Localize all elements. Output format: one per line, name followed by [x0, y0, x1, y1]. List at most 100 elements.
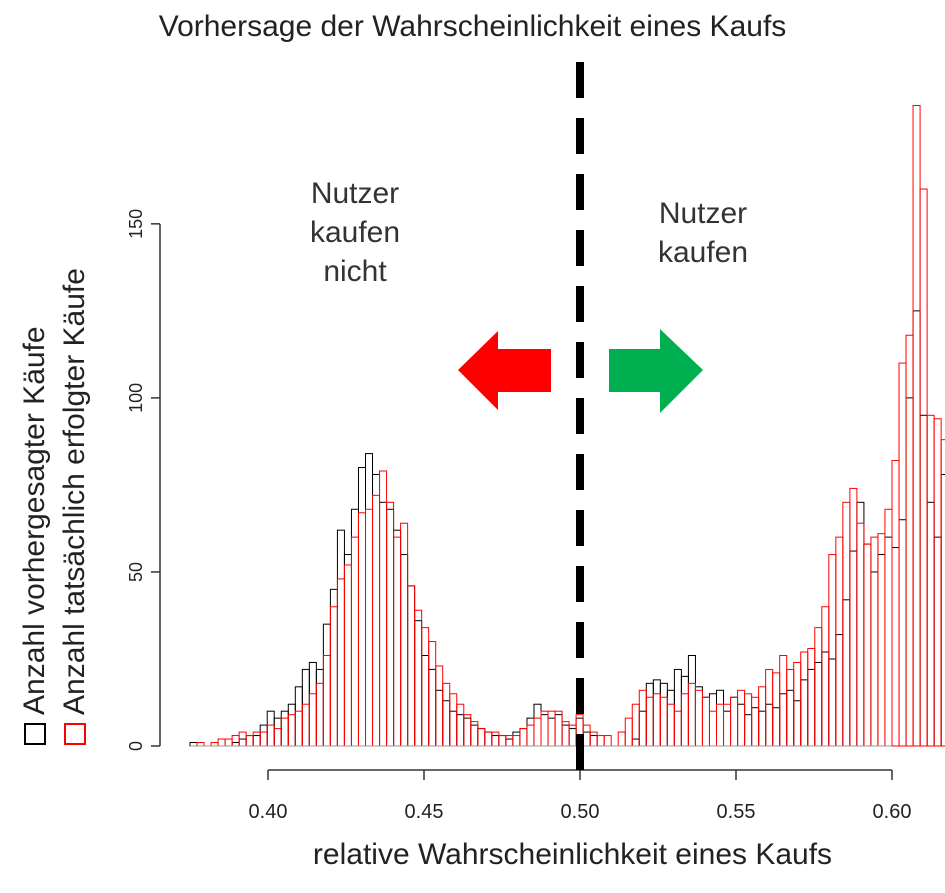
bar-actual-99: [884, 508, 893, 747]
legend-label-actual: Anzahl tatsächlich erfolgter Käufe: [58, 268, 91, 715]
bar-actual-8: [245, 735, 254, 747]
bar-predicted-12: [273, 717, 282, 747]
bar-actual-94: [849, 487, 858, 747]
bar-predicted-66: [652, 679, 661, 747]
bar-actual-48: [526, 724, 535, 747]
bar-actual-13: [280, 717, 289, 747]
bar-actual-23: [350, 536, 359, 747]
bar-actual-105: [926, 414, 935, 747]
bar-predicted-57: [589, 735, 598, 747]
bar-predicted-79: [744, 714, 753, 747]
bar-actual-64: [638, 689, 647, 747]
bar-predicted-107: [940, 473, 945, 747]
legend-label-predicted: Anzahl vorhergesagter Käufe: [18, 326, 51, 715]
annotation-right-line-1: Nutzer: [658, 197, 748, 230]
bar-predicted-103: [912, 310, 921, 747]
bar-actual-42: [484, 731, 493, 747]
bar-predicted-49: [533, 703, 542, 747]
bar-actual-50: [540, 710, 549, 747]
bar-predicted-29: [393, 529, 402, 747]
bar-predicted-16: [301, 668, 310, 747]
bar-predicted-72: [694, 686, 703, 747]
x-tick-label-1: 0.45: [405, 801, 444, 823]
bar-predicted-9: [252, 735, 261, 747]
bar-actual-98: [877, 533, 886, 747]
bar-actual-10: [259, 731, 268, 747]
red-left-arrow-icon: [458, 331, 551, 410]
bar-actual-75: [716, 703, 725, 747]
bar-actual-17: [308, 693, 317, 747]
bar-predicted-88: [807, 668, 816, 747]
bar-predicted-37: [449, 710, 458, 747]
bar-predicted-48: [526, 717, 535, 747]
bar-actual-70: [680, 693, 689, 747]
bar-actual-36: [442, 682, 451, 747]
bar-actual-27: [379, 470, 388, 747]
bar-predicted-104: [919, 414, 928, 747]
bar-predicted-102: [905, 397, 914, 747]
bar-actual-38: [456, 703, 465, 747]
bar-actual-68: [666, 703, 675, 747]
bar-predicted-92: [835, 634, 844, 747]
bar-predicted-70: [680, 675, 689, 747]
bar-predicted-38: [456, 714, 465, 747]
bar-predicted-101: [898, 519, 907, 747]
bar-predicted-63: [631, 738, 640, 747]
bar-actual-76: [723, 703, 732, 747]
bar-actual-34: [428, 641, 437, 747]
bar-predicted-32: [414, 620, 423, 747]
bar-actual-16: [301, 703, 310, 747]
bar-actual-19: [322, 654, 331, 747]
bar-predicted-21: [336, 529, 345, 747]
bar-predicted-98: [877, 554, 886, 747]
bar-actual-95: [856, 522, 865, 747]
bar-actual-12: [273, 728, 282, 747]
bar-actual-89: [814, 627, 823, 747]
bar-predicted-54: [568, 728, 577, 747]
bar-actual-61: [617, 731, 626, 747]
bar-actual-52: [554, 710, 563, 747]
y-tick-label-50: 50: [126, 562, 146, 582]
bar-actual-58: [596, 735, 605, 747]
bar-predicted-11: [266, 710, 275, 747]
bar-actual-43: [491, 731, 500, 747]
bar-actual-56: [582, 724, 591, 747]
bar-actual-6: [231, 735, 240, 747]
bar-actual-31: [407, 585, 416, 747]
bar-actual-101: [898, 362, 907, 747]
bar-actual-87: [800, 651, 809, 747]
bar-actual-69: [673, 710, 682, 747]
bar-predicted-80: [751, 707, 760, 747]
bar-predicted-45: [505, 738, 514, 747]
bar-predicted-83: [772, 707, 781, 747]
bar-predicted-30: [400, 554, 409, 747]
annotation-left-line-2: kaufen: [309, 216, 401, 249]
bar-predicted-26: [372, 473, 381, 747]
bar-predicted-95: [856, 501, 865, 747]
bar-actual-106: [933, 418, 942, 747]
bar-predicted-84: [779, 693, 788, 747]
bar-predicted-90: [821, 651, 830, 747]
bar-predicted-73: [701, 696, 710, 747]
bar-predicted-74: [708, 693, 717, 747]
bar-predicted-6: [231, 742, 240, 747]
annotation-right: Nutzer kaufen: [628, 194, 778, 272]
bar-predicted-76: [723, 710, 732, 747]
bar-predicted-67: [659, 682, 668, 747]
x-tick-label-3: 0.55: [717, 801, 756, 823]
bar-predicted-24: [357, 467, 367, 747]
bar-actual-59: [603, 735, 612, 747]
bar-actual-67: [659, 696, 668, 747]
bar-predicted-10: [259, 724, 268, 747]
bar-actual-20: [329, 606, 338, 747]
bar-actual-25: [365, 508, 374, 747]
chart-title: Vorhersage der Wahrscheinlichkeit eines …: [158, 10, 787, 43]
bar-predicted-33: [421, 654, 430, 747]
bar-predicted-0: [189, 742, 198, 747]
bar-predicted-96: [863, 543, 872, 747]
bar-actual-30: [400, 522, 409, 747]
bar-predicted-19: [322, 623, 331, 747]
y-tick-label-0: 0: [126, 741, 146, 751]
bar-actual-84: [779, 654, 788, 747]
bar-predicted-106: [933, 536, 942, 747]
